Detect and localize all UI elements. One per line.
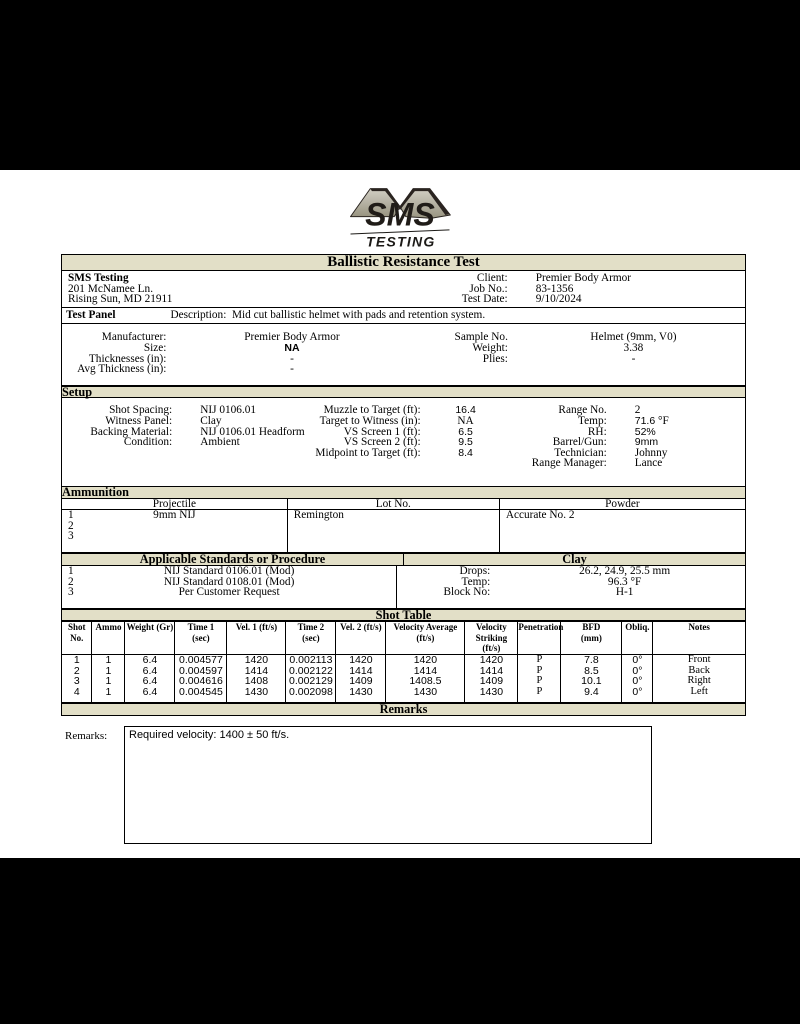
svg-text:SMS: SMS bbox=[365, 197, 435, 233]
svg-text:TESTING: TESTING bbox=[366, 233, 435, 248]
